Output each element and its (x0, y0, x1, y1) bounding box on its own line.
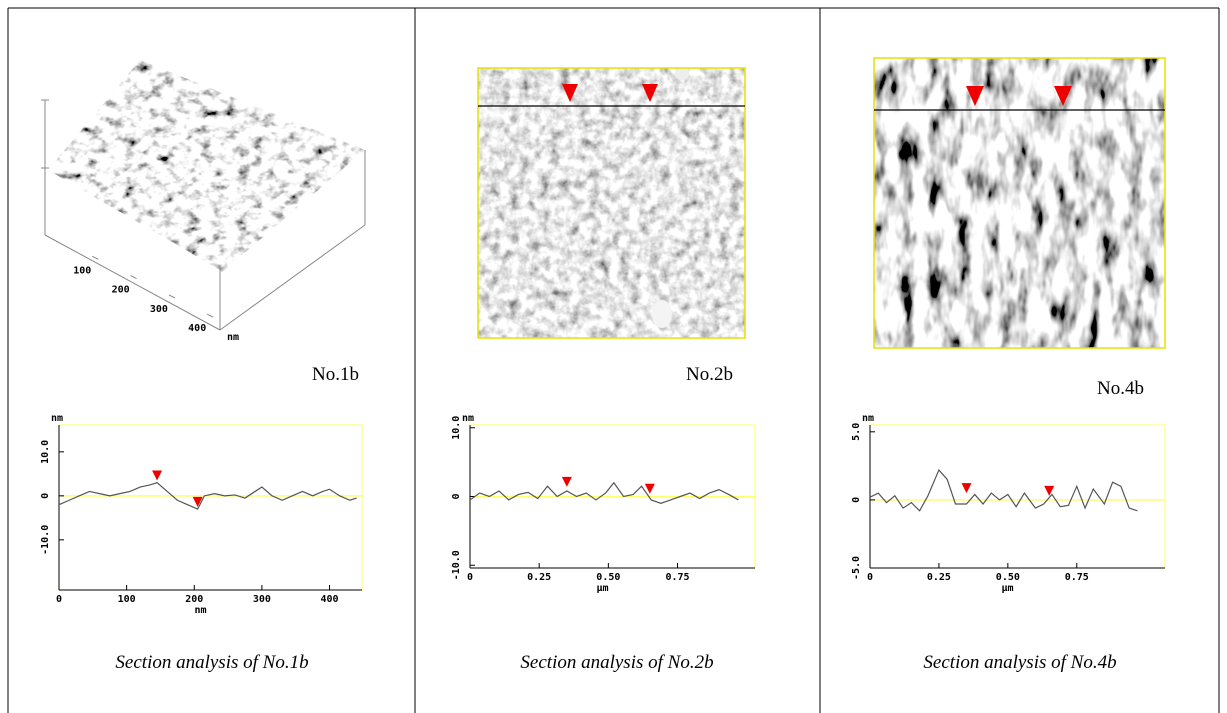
x-tick-label: 0 (867, 572, 873, 583)
x-tick-label: 0.75 (1065, 572, 1089, 583)
cursor-marker (644, 483, 655, 494)
y-tick-label: 0 (40, 493, 51, 499)
y-tick-label: -5.0 (851, 556, 862, 580)
x-tick-label: 100 (118, 594, 136, 605)
profile-line (58, 481, 357, 510)
cursor-marker (152, 470, 163, 481)
x-tick-label: 400 (321, 594, 339, 605)
caption: Section analysis of No.2b (520, 652, 713, 673)
cursor-marker (1044, 485, 1055, 496)
cursor-marker (561, 476, 572, 487)
y-unit: nm (462, 413, 474, 424)
x-unit: μm (1001, 583, 1013, 594)
x-tick-label: 0.75 (665, 572, 689, 583)
plot-frame (869, 424, 1166, 569)
y-tick-label: 10.0 (451, 416, 462, 440)
cursor-marker (961, 483, 972, 494)
y-tick-label: 0 (851, 497, 862, 503)
caption: Section analysis of No.4b (923, 652, 1116, 673)
y-unit: nm (51, 413, 63, 424)
x-tick-label: 0.50 (996, 572, 1020, 583)
caption: Section analysis of No.1b (115, 652, 308, 673)
y-tick-label: 5.0 (851, 423, 862, 441)
profile-line (869, 468, 1138, 512)
surface-tick-label: 400 (188, 323, 206, 334)
surface-tick (130, 275, 137, 280)
y-tick-label: -10.0 (40, 525, 51, 555)
surface-tick-label: 200 (112, 285, 130, 296)
x-unit: μm (596, 583, 608, 594)
plot-frame (58, 424, 363, 591)
surface-tick (206, 313, 214, 318)
surface-tick-label: 300 (150, 304, 168, 315)
x-tick-label: 0.25 (527, 572, 551, 583)
y-tick-label: 0 (451, 493, 462, 499)
panel-label: No.1b (312, 364, 359, 385)
panel-label: No.2b (686, 364, 733, 385)
table-border (7, 7, 1220, 713)
y-tick-label: 10.0 (40, 440, 51, 464)
x-tick-label: 200 (185, 594, 203, 605)
x-tick-label: 300 (253, 594, 271, 605)
x-tick-label: 0.50 (596, 572, 620, 583)
y-tick-label: -10.0 (451, 550, 462, 580)
cursor-marker (192, 496, 203, 507)
surface-tick (168, 294, 176, 299)
profile-line (469, 481, 739, 505)
surface-tick-label: 100 (73, 265, 91, 276)
surface-image (41, 60, 366, 331)
surface-unit: nm (227, 332, 239, 343)
afm-image (873, 57, 1166, 349)
x-tick-label: 0 (56, 594, 62, 605)
x-unit: nm (194, 605, 206, 616)
y-unit: nm (862, 413, 874, 424)
afm-image (477, 67, 746, 339)
panel-label: No.4b (1097, 378, 1144, 399)
x-tick-label: 0 (467, 572, 473, 583)
surface-tick (92, 255, 99, 260)
x-tick-label: 0.25 (927, 572, 951, 583)
